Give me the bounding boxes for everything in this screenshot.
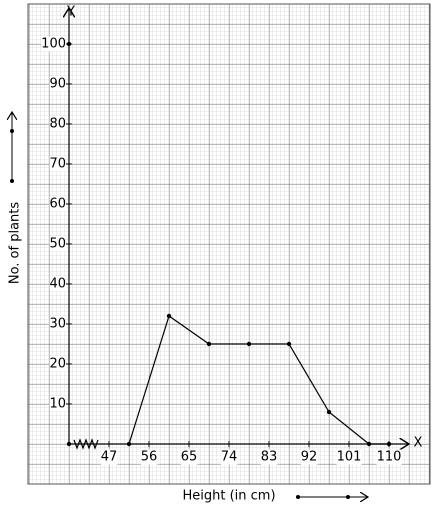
- y-tick-label-bg: [49, 356, 66, 372]
- y-tick-label-bg: [49, 76, 66, 92]
- y-tick-label: 70: [49, 157, 66, 172]
- x-tick-label: 110: [377, 450, 402, 465]
- y-tick-label: 90: [49, 77, 66, 92]
- data-point: [366, 441, 372, 447]
- x-axis-letter: X: [414, 436, 423, 451]
- decor-dot: [296, 495, 300, 499]
- x-axis-label: Height (in cm): [182, 489, 275, 504]
- x-tick-label-bg: [140, 449, 158, 465]
- x-tick-label-bg: [100, 449, 118, 465]
- data-point: [126, 441, 132, 447]
- x-tick-label: 74: [221, 450, 238, 465]
- y-tick-label-bg: [49, 316, 66, 332]
- x-tick-label-bg: [260, 449, 278, 465]
- data-point: [166, 313, 172, 319]
- y-tick-label: 60: [49, 197, 66, 212]
- graph-paper-major: [27, 3, 431, 485]
- data-line: [128, 315, 389, 445]
- x-tick-label: 47: [101, 450, 118, 465]
- y-tick-label: 20: [49, 357, 66, 372]
- y-tick-label-bg: [49, 276, 66, 292]
- y-tick-label-bg: [41, 36, 66, 52]
- x-tick-label: 92: [301, 450, 318, 465]
- decor-dot: [10, 179, 14, 183]
- y-tick-label-bg: [49, 236, 66, 252]
- y-tick-label-bg: [49, 116, 66, 132]
- x-tick-label-bg: [220, 449, 238, 465]
- x-tick-label: 101: [337, 450, 362, 465]
- x-tick-label-bg: [180, 449, 198, 465]
- y-axis-label: No. of plants: [8, 202, 23, 285]
- x-tick-label: 65: [181, 450, 198, 465]
- y-tick-label-bg: [49, 156, 66, 172]
- axis-break: [73, 438, 99, 450]
- data-point: [246, 341, 252, 347]
- data-point: [326, 409, 332, 415]
- x-tick-label-bg: [376, 449, 402, 465]
- decor-dot: [10, 129, 14, 133]
- y-tick-label: 100: [41, 37, 66, 52]
- x-tick-label-bg: [300, 449, 318, 465]
- data-point: [386, 441, 392, 447]
- decor-dot: [346, 495, 350, 499]
- y-axis-letter: Y: [66, 5, 75, 20]
- x-tick-label: 56: [141, 450, 158, 465]
- y-tick-label-bg: [49, 196, 66, 212]
- y-tick-label: 10: [49, 397, 66, 412]
- y-tick-label: 30: [49, 317, 66, 332]
- x-tick-label-bg: [336, 449, 362, 465]
- y-tick-label: 80: [49, 117, 66, 132]
- data-point: [206, 341, 212, 347]
- x-tick-label: 83: [261, 450, 278, 465]
- data-point: [286, 341, 292, 347]
- y-tick-label: 50: [49, 237, 66, 252]
- y-tick-label: 40: [49, 277, 66, 292]
- y-tick-label-bg: [49, 396, 66, 412]
